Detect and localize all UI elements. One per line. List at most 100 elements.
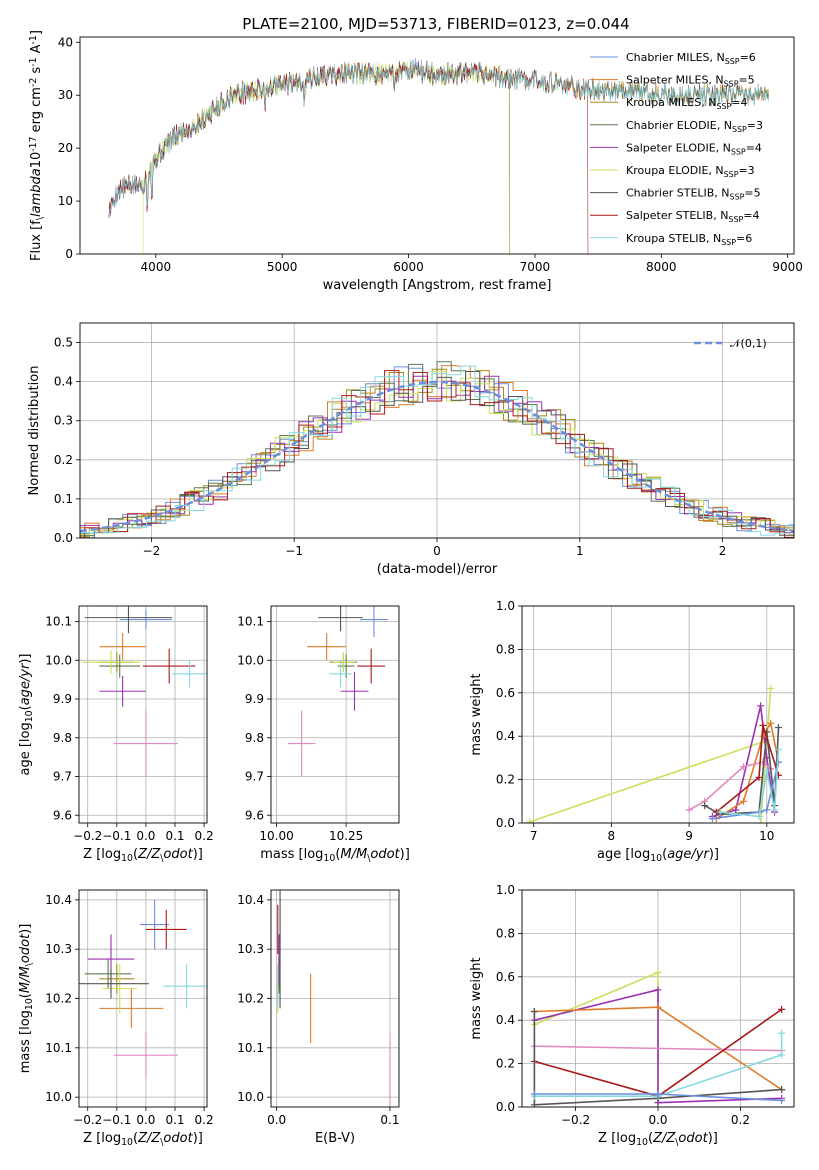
panel-weight_vs_Z: −0.2 0.0 0.2 0.0 0.2 0.4 0.6 0.8 1.0 Z [log10(Z/Z…	[469, 883, 795, 1148]
weight-line	[688, 761, 772, 811]
errorbar-point	[360, 606, 388, 637]
y-tick-label: 10.1	[237, 615, 264, 629]
x-tick-label: 10	[759, 829, 774, 843]
weight-marker	[526, 818, 534, 823]
y-tick-label: 1.0	[496, 599, 515, 613]
y-tick-label: 10.2	[237, 992, 264, 1006]
weight-marker	[654, 1090, 662, 1098]
x-tick-label: 10.00	[259, 829, 293, 843]
weight-marker	[778, 1005, 786, 1013]
plot-area-spectrum	[108, 58, 769, 254]
y-tick-label: 0.0	[54, 531, 73, 545]
errorbar-point	[99, 675, 146, 707]
x-tick-label: −0.1	[102, 1113, 131, 1127]
axes-frame	[270, 605, 400, 824]
errorbar-point	[84, 606, 173, 634]
panel-mass_vs_EBV: 0.0 0.1 10.0 10.1 10.2 10.3 10.4 E(B-V)	[237, 889, 399, 1146]
figure-title: PLATE=2100, MJD=53713, FIBERID=0123, z=0…	[242, 15, 629, 33]
weight-marker	[763, 806, 771, 814]
y-axis-label: mass [log10(M/M\odot)]	[18, 924, 35, 1074]
legend-entry: Salpeter STELIB, NSSP=4	[626, 209, 759, 224]
weight-marker	[774, 724, 782, 732]
spectrum-line	[108, 59, 769, 216]
legend-entry: Chabrier STELIB, NSSP=5	[626, 187, 761, 202]
weight-marker	[755, 812, 763, 820]
y-tick-label: 9.6	[245, 808, 264, 822]
y-axis-label: Normed distribution	[27, 366, 42, 496]
weight-marker	[530, 1090, 538, 1098]
y-tick-label: 10.0	[237, 653, 264, 667]
panel-age_vs_Z: −0.2 −0.1 0.0 0.1 0.2 9.6 9.7 9.8 9.9 10.0 10.1 Z […	[18, 605, 214, 864]
legend-entry: 𝒩(0,1)	[730, 337, 767, 350]
weight-marker	[767, 719, 775, 727]
y-tick-label: 30	[58, 88, 73, 102]
x-tick-label: 0.0	[136, 829, 155, 843]
legend-entry: Chabrier ELODIE, NSSP=3	[626, 119, 763, 134]
weight-marker	[774, 745, 782, 753]
weight-marker	[763, 767, 771, 775]
x-tick-label: 0.0	[267, 1113, 286, 1127]
y-tick-label: 0.3	[54, 414, 73, 428]
panel-mass_vs_Z: −0.2 −0.1 0.0 0.1 0.2 10.0 10.1 10.2 10.3 10.4 Z […	[18, 889, 214, 1148]
histogram-series	[80, 365, 794, 536]
errorbar-point	[140, 899, 170, 950]
y-tick-label: 10.1	[237, 1041, 264, 1055]
weight-line	[534, 1045, 782, 1052]
errorbar-point	[287, 710, 316, 777]
y-tick-label: 0.8	[496, 642, 515, 656]
errorbar-point	[113, 1033, 178, 1078]
x-tick-label: 7000	[520, 260, 551, 274]
y-tick-label: 9.9	[245, 692, 264, 706]
legend-entry: Kroupa MILES, NSSP=4	[626, 96, 747, 111]
weight-line	[712, 762, 780, 820]
weight-marker	[716, 808, 724, 816]
spectrum-line	[108, 60, 589, 254]
errorbar-point	[143, 648, 196, 684]
weight-marker	[685, 806, 693, 814]
y-tick-label: 0	[65, 247, 73, 261]
x-tick-label: 0.0	[648, 1113, 667, 1127]
x-tick-label: 0.1	[165, 1113, 184, 1127]
errorbar-point	[172, 660, 207, 688]
weight-marker	[732, 806, 740, 814]
x-axis-label: wavelength [Angstrom, rest frame]	[323, 278, 552, 293]
errorbar-point	[79, 968, 149, 999]
errorbar-point	[145, 909, 187, 950]
weight-marker	[757, 819, 765, 823]
plot-area-weight_vs_age	[526, 684, 782, 823]
weight-marker	[771, 806, 779, 814]
spectrum-line	[142, 61, 510, 254]
weight-marker	[757, 702, 765, 710]
weight-marker	[739, 763, 747, 771]
y-tick-label: 0.6	[496, 970, 515, 984]
legend-spectrum: Chabrier MILES, NSSP=6 Salpeter MILES, NS…	[590, 51, 763, 247]
y-tick-label: 10.4	[45, 893, 72, 907]
panel-age_vs_mass: 10.00 10.25 9.6 9.7 9.8 9.9 10.0 10.1 mass [log1…	[237, 605, 410, 864]
errorbar-point	[340, 671, 369, 711]
y-tick-label: 0.8	[496, 926, 515, 940]
weight-marker	[759, 721, 767, 729]
x-tick-label: 10.25	[329, 829, 363, 843]
weight-marker	[755, 773, 763, 781]
weight-marker	[530, 1008, 538, 1016]
legend-entry: Salpeter ELODIE, NSSP=4	[626, 141, 762, 156]
spectrum-line	[108, 60, 510, 254]
normal-curve	[80, 380, 794, 533]
panel-residuals: −2 −1 0 1 2 0.0 0.1 0.2 0.3 0.4 0.5 (data-model)/er…	[27, 322, 795, 577]
x-tick-label: −0.2	[73, 829, 102, 843]
weight-marker	[739, 797, 747, 805]
y-axis-label: Flux [f\lambda10-17 erg cm-2 s-1 A-1]	[28, 30, 46, 261]
y-tick-label: 0.0	[496, 1100, 515, 1114]
errorbar-point	[81, 650, 141, 674]
plot-area-weight_vs_Z	[530, 968, 786, 1107]
weight-marker	[767, 684, 775, 692]
y-tick-label: 0.2	[54, 453, 73, 467]
weight-line	[533, 1011, 782, 1106]
weight-marker	[654, 968, 662, 976]
y-tick-label: 0.2	[496, 773, 515, 787]
axes-frame	[521, 605, 795, 824]
errorbar-point	[99, 988, 164, 1029]
legend-entry: Kroupa ELODIE, NSSP=3	[626, 164, 755, 179]
y-tick-label: 9.8	[245, 731, 264, 745]
weight-marker	[530, 1101, 538, 1107]
